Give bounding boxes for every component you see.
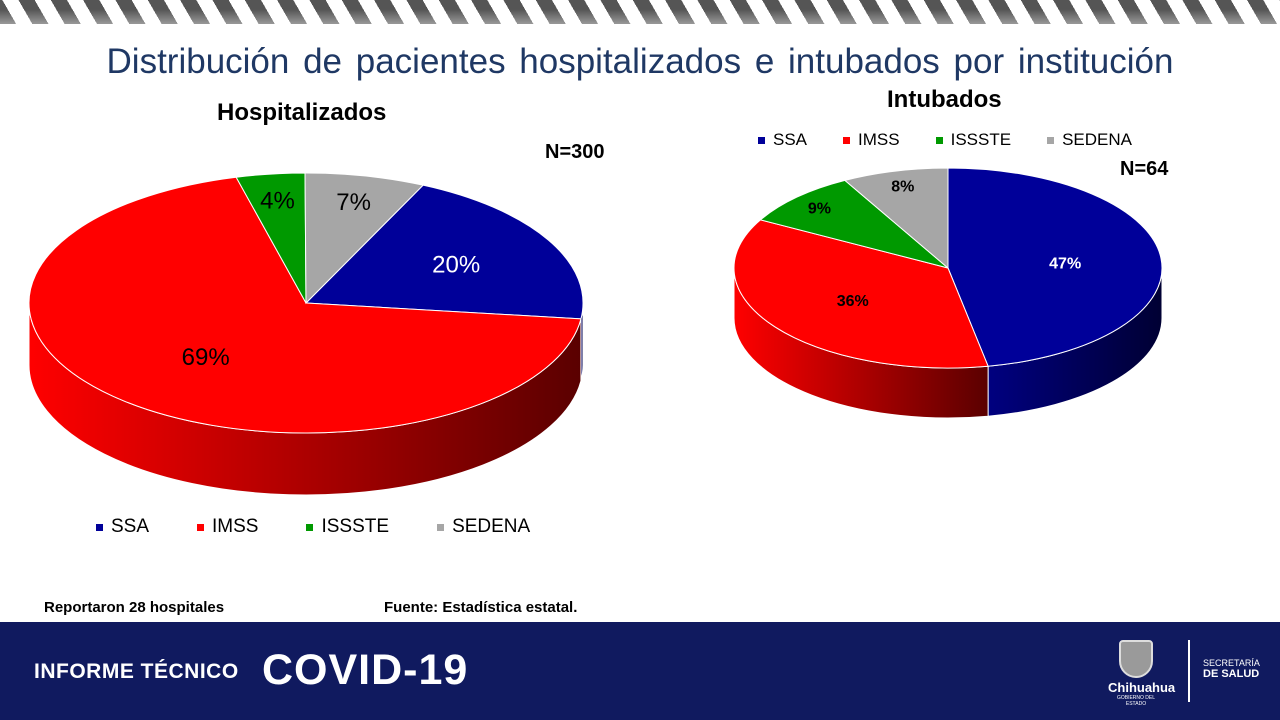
- pie-slice-issste: [759, 179, 949, 269]
- legend-swatch: [935, 136, 943, 144]
- legend-item-sedena: SEDENA: [1047, 130, 1132, 150]
- data-label-imss: 36%: [837, 293, 869, 310]
- shield-icon: [1119, 640, 1153, 678]
- legend-item-ssa: SSA: [96, 516, 149, 538]
- pie-slice-sedena: [304, 172, 425, 305]
- legend-intubados: SSA IMSS ISSSTE SEDENA: [758, 130, 1168, 150]
- data-label-issste: 4%: [260, 187, 295, 214]
- legend-item-ssa: SSA: [758, 130, 807, 150]
- data-label-sedena: 7%: [336, 189, 371, 216]
- logo-sub: GOBIERNO DEL ESTADO: [1116, 695, 1156, 707]
- note-hospitals: Reportaron 28 hospitales: [44, 599, 225, 616]
- chihuahua-logo: Chihuahua GOBIERNO DEL ESTADO: [1108, 640, 1176, 707]
- pie-slice-sedena: [843, 167, 949, 270]
- footer-bar: [0, 622, 1280, 720]
- decorative-stripes: [0, 0, 1280, 24]
- pie-slice-imss: [28, 176, 582, 434]
- legend-swatch: [758, 136, 765, 144]
- data-label-imss: 69%: [182, 344, 230, 371]
- slide-title: Distribución de pacientes hospitalizados…: [106, 42, 1174, 81]
- pie-charts: 20% 69% 4% 7% 47% 36% 9% 8%: [28, 167, 1163, 496]
- legend-label: ISSSTE: [321, 516, 390, 537]
- chart-title-intubados: Intubados: [887, 86, 1002, 113]
- logo-city: Chihuahua: [1108, 680, 1176, 695]
- legend-swatch: [843, 136, 851, 144]
- data-label-issste: 9%: [808, 200, 831, 217]
- legend-label: SSA: [111, 516, 150, 537]
- legend-hospitalizados: SSA IMSS ISSSTE SEDENA: [96, 516, 578, 538]
- legend-swatch: [96, 523, 103, 531]
- chart-title-hospitalizados: Hospitalizados: [217, 99, 387, 126]
- sec-line1: SECRETARÍA: [1203, 658, 1260, 668]
- legend-swatch: [437, 523, 445, 531]
- footer-covid: COVID-19: [262, 646, 469, 694]
- legend-swatch: [1047, 136, 1055, 144]
- n-label-intubados: N=64: [1120, 158, 1169, 180]
- legend-swatch: [306, 523, 314, 531]
- note-source: Fuente: Estadística estatal.: [384, 599, 578, 616]
- legend-label: ISSSTE: [950, 130, 1012, 149]
- legend-item-sedena: SEDENA: [437, 516, 530, 538]
- sec-line2: DE SALUD: [1203, 668, 1260, 680]
- legend-item-imss: IMSS: [197, 516, 258, 538]
- secretaria-logo: SECRETARÍA DE SALUD: [1203, 658, 1260, 680]
- legend-label: SEDENA: [452, 516, 531, 537]
- n-label-hospitalizados: N=300: [545, 141, 605, 163]
- divider: [1188, 640, 1190, 702]
- legend-label: IMSS: [212, 516, 259, 537]
- footer-informe: INFORME TÉCNICO: [34, 660, 239, 683]
- pie-slice-ssa: [304, 184, 584, 320]
- legend-item-issste: ISSSTE: [306, 516, 389, 538]
- legend-item-issste: ISSSTE: [935, 130, 1012, 150]
- data-label-ssa: 47%: [1049, 255, 1081, 272]
- legend-label: SSA: [773, 130, 808, 149]
- data-label-sedena: 8%: [891, 178, 914, 195]
- legend-swatch: [197, 523, 205, 531]
- legend-item-imss: IMSS: [843, 130, 900, 150]
- legend-label: IMSS: [858, 130, 900, 149]
- pie-slice-ssa: [947, 167, 1163, 367]
- pie-slice-imss: [733, 219, 989, 369]
- data-label-ssa: 20%: [432, 251, 480, 278]
- legend-label: SEDENA: [1062, 130, 1132, 149]
